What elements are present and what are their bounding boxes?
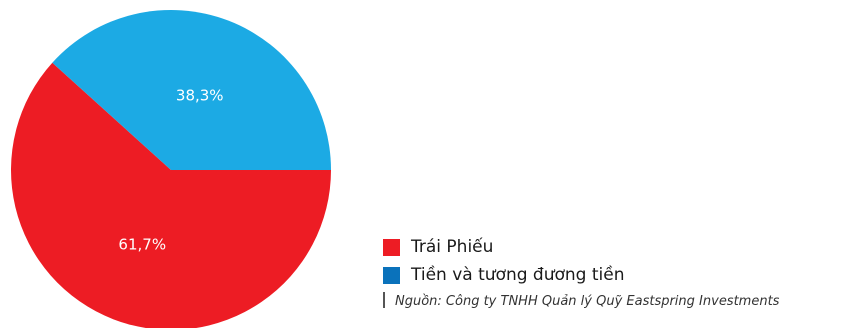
legend-label-trai-phieu: Trái Phiếu [411, 237, 494, 257]
legend-swatch-trai-phieu [383, 238, 400, 256]
pie-slice-trai-phieu [11, 62, 331, 328]
source-text: Nguồn: Công ty TNHH Quản lý Quỹ Eastspri… [395, 294, 780, 309]
data-label-tien: 38,3% [176, 86, 224, 104]
source-note: Nguồn: Công ty TNHH Quản lý Quỹ Eastspri… [383, 292, 779, 309]
data-label-trai-phieu: 61,7% [118, 236, 166, 254]
legend-swatch-tien [383, 266, 400, 284]
source-divider [383, 292, 385, 308]
legend: Trái Phiếu Tiền và tương đương tiền [383, 233, 624, 289]
legend-item-tien: Tiền và tương đương tiền [383, 261, 624, 289]
legend-item-trai-phieu: Trái Phiếu [383, 233, 624, 261]
legend-label-tien: Tiền và tương đương tiền [411, 265, 625, 285]
pie-slice-tien [52, 9, 331, 170]
